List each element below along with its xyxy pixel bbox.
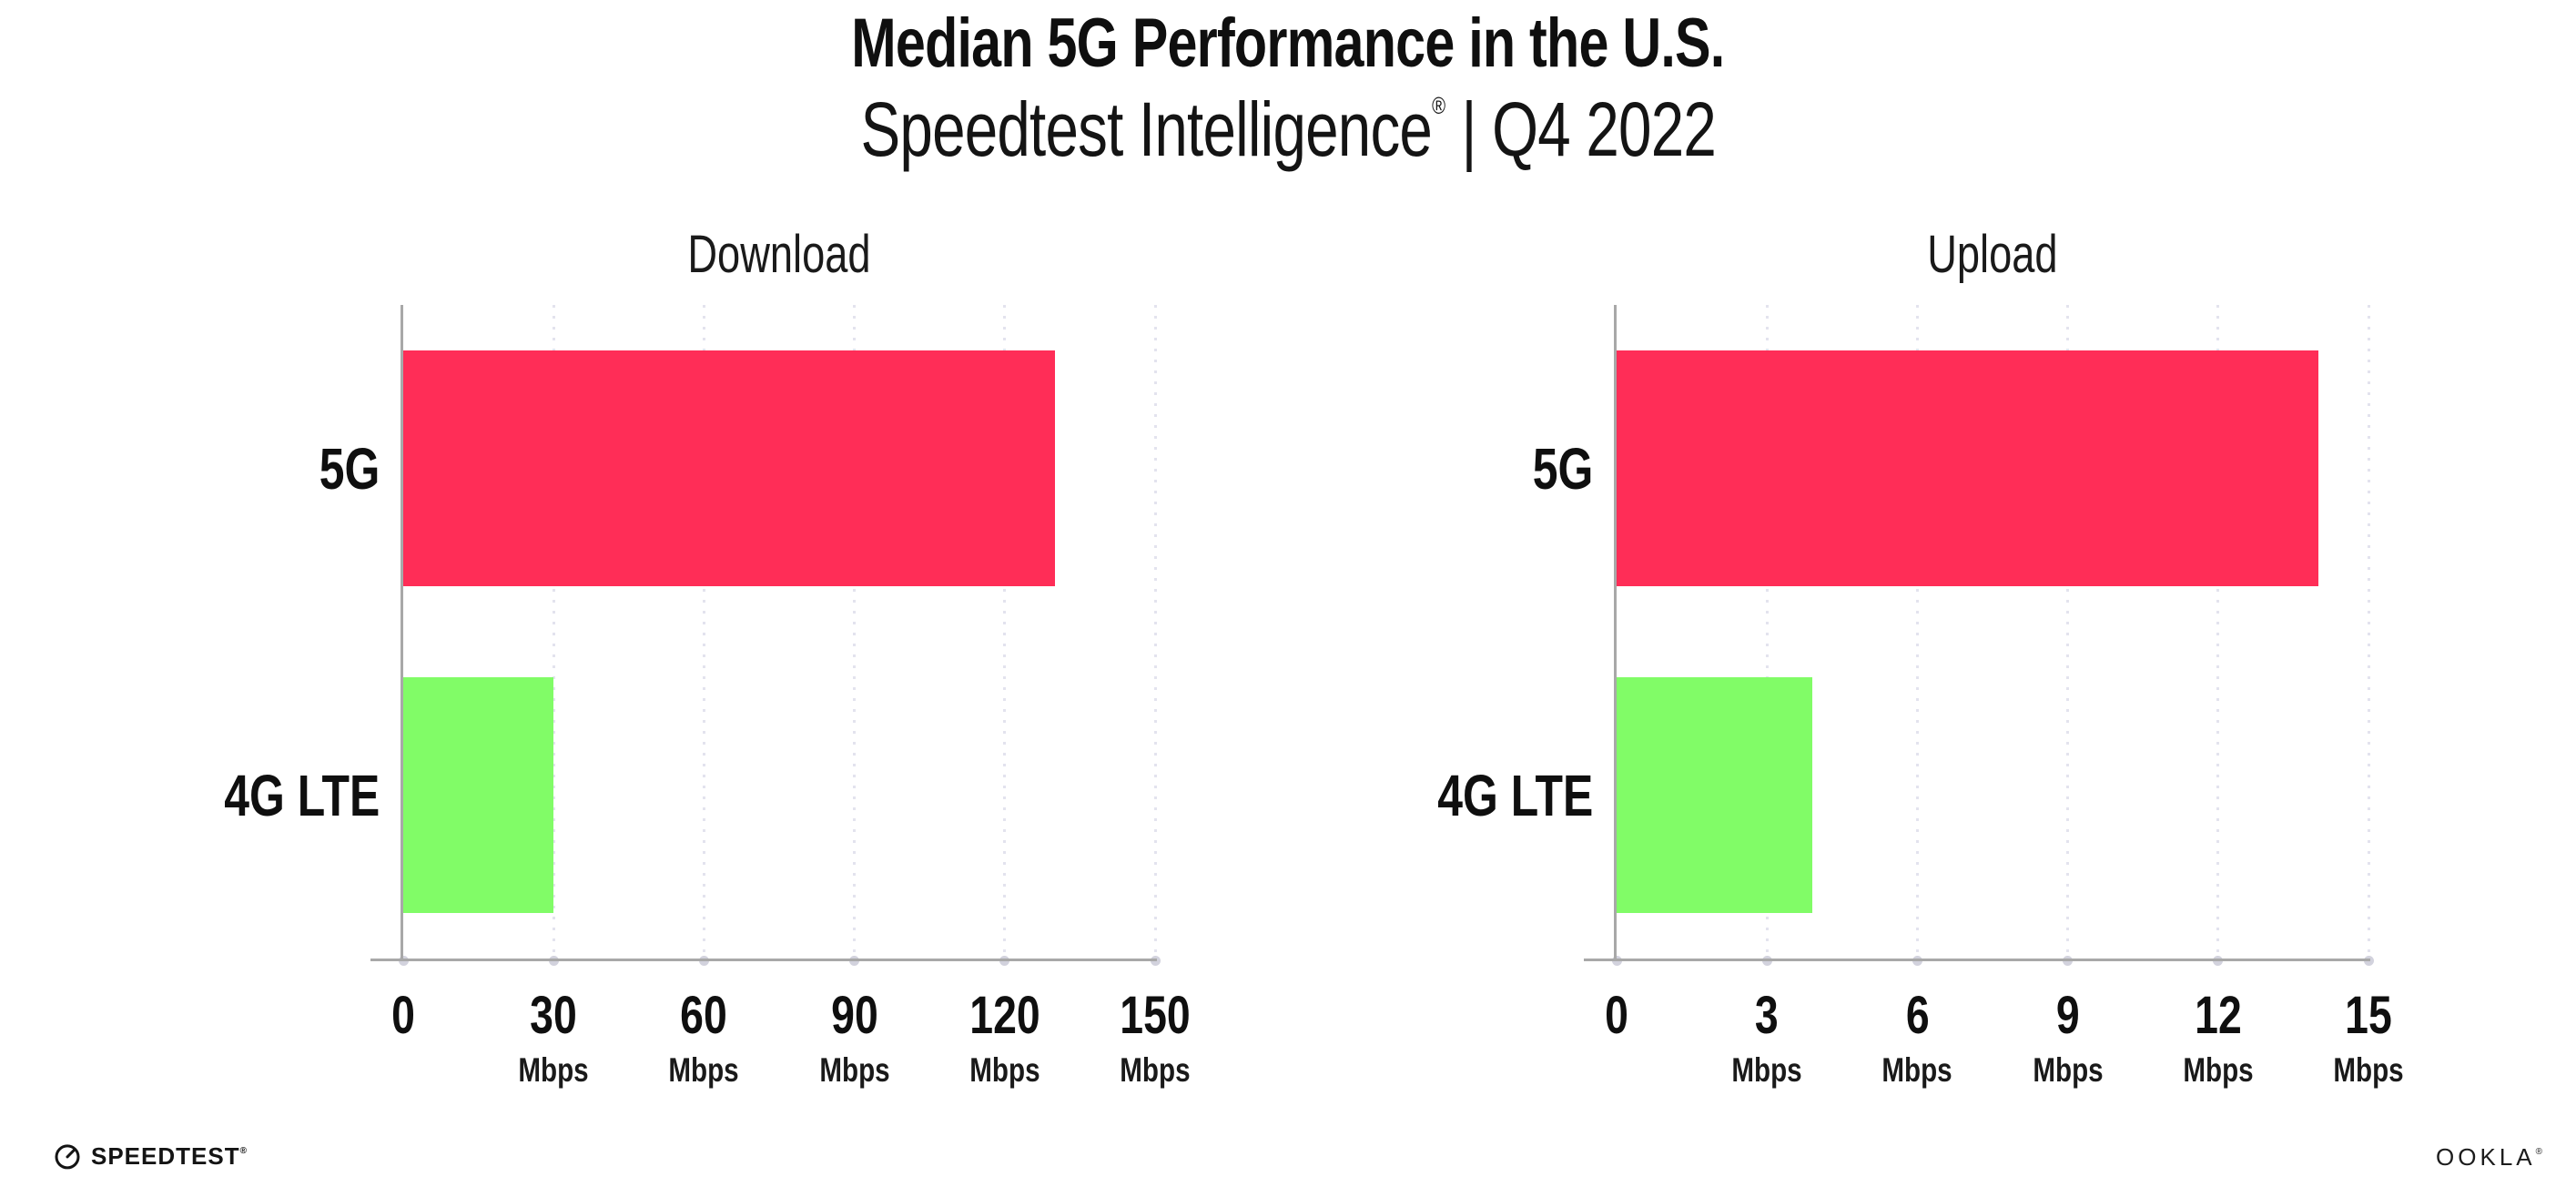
y-axis-line: [1614, 305, 1617, 961]
x-tick-label-12: 12 Mbps: [2174, 986, 2262, 1089]
tick-unit: Mbps: [2333, 1051, 2404, 1089]
tick-value: 3: [1755, 986, 1780, 1045]
x-tick-label-0: 0: [1602, 989, 1631, 1042]
download-chart-title: Download: [687, 225, 871, 284]
ookla-registered-mark: ®: [2535, 1147, 2546, 1157]
category-label-4g-lte: 4G LTE: [1436, 762, 1593, 828]
x-tick-label-6: 6 Mbps: [1873, 986, 1962, 1089]
speedtest-registered-mark: ®: [239, 1145, 248, 1156]
tick-value: 6: [1905, 986, 1930, 1045]
tick-value: 9: [2055, 986, 2080, 1045]
x-tick-label-15: 15 Mbps: [2325, 986, 2413, 1089]
x-tick-label-3: 3 Mbps: [1723, 986, 1811, 1089]
gridline-3-mbps: [1765, 305, 1769, 959]
upload-plot-area: 0 3 Mbps 6 Mbps 9 Mbps 12 Mbps 15 Mbps 5G 4G LTE: [1437, 305, 2404, 1087]
tick-value: 120: [969, 986, 1040, 1045]
y-axis-line: [401, 305, 403, 961]
gridline-150-mbps: [1153, 305, 1157, 959]
x-tick-label-9: 9 Mbps: [2023, 986, 2112, 1089]
tick-unit: Mbps: [1731, 1051, 1802, 1089]
speedtest-logo: SPEEDTEST®: [53, 1141, 248, 1171]
tick-value: 12: [2194, 986, 2242, 1045]
tick-unit: Mbps: [969, 1051, 1040, 1089]
bar-4g-lte-upload: [1617, 677, 1812, 913]
ookla-wordmark: OOKLA: [2436, 1143, 2536, 1171]
tick-unit: Mbps: [2032, 1051, 2104, 1089]
speedtest-wordmark: SPEEDTEST®: [91, 1141, 248, 1170]
subtitle-period: | Q4 2022: [1445, 86, 1716, 172]
tick-unit: Mbps: [1120, 1051, 1191, 1089]
x-tick-label-0: 0: [389, 989, 418, 1042]
tick-unit: Mbps: [668, 1051, 740, 1089]
tick-value: 0: [1605, 986, 1628, 1045]
subtitle-text: Speedtest Intelligence® | Q4 2022: [860, 89, 1716, 169]
x-tick-label-90: 90 Mbps: [810, 986, 898, 1089]
subtitle-brand: Speedtest Intelligence: [860, 86, 1432, 172]
bar-5g-upload: [1617, 350, 2318, 586]
tick-unit: Mbps: [2183, 1051, 2254, 1089]
registered-mark: ®: [1431, 92, 1445, 119]
category-label-5g: 5G: [1532, 435, 1593, 502]
gridline-6-mbps: [1915, 305, 1919, 959]
ookla-logo: OOKLA®: [2436, 1143, 2546, 1172]
speedtest-gauge-icon: [55, 1144, 80, 1170]
gridline-12-mbps: [2216, 305, 2220, 959]
category-label-5g: 5G: [319, 435, 380, 502]
x-axis-line: [1584, 959, 2370, 961]
x-tick-label-120: 120 Mbps: [960, 986, 1049, 1089]
page-title: Median 5G Performance in the U.S.: [0, 7, 2576, 80]
gridline-30-mbps: [552, 305, 555, 959]
x-tick-label-60: 60 Mbps: [660, 986, 748, 1089]
tick-value: 90: [830, 986, 878, 1045]
tick-value: 60: [680, 986, 728, 1045]
bar-4g-lte-download: [403, 677, 554, 913]
bar-5g-download: [403, 350, 1055, 586]
tick-value: 0: [391, 986, 415, 1045]
gridline-9-mbps: [2066, 305, 2070, 959]
tick-value: 15: [2345, 986, 2392, 1045]
x-tick-label-150: 150 Mbps: [1111, 986, 1200, 1089]
x-tick-label-30: 30 Mbps: [510, 986, 598, 1089]
gridline-15-mbps: [2367, 305, 2370, 959]
tick-unit: Mbps: [1881, 1051, 1953, 1089]
tick-value: 30: [530, 986, 577, 1045]
gridline-90-mbps: [853, 305, 857, 959]
tick-unit: Mbps: [818, 1051, 890, 1089]
gridline-120-mbps: [1003, 305, 1007, 959]
gridline-60-mbps: [702, 305, 705, 959]
page-title-text: Median 5G Performance in the U.S.: [851, 5, 1725, 82]
x-axis-line: [370, 959, 1157, 961]
page-subtitle: Speedtest Intelligence® | Q4 2022: [0, 89, 2576, 169]
tick-unit: Mbps: [518, 1051, 589, 1089]
upload-chart-title: Upload: [1927, 225, 2058, 284]
tick-value: 150: [1120, 986, 1191, 1045]
download-plot-area: 0 30 Mbps 60 Mbps 90 Mbps 120 Mbps 150 Mbps 5G 4G LT…: [224, 305, 1191, 1087]
category-label-4g-lte: 4G LTE: [223, 762, 380, 828]
